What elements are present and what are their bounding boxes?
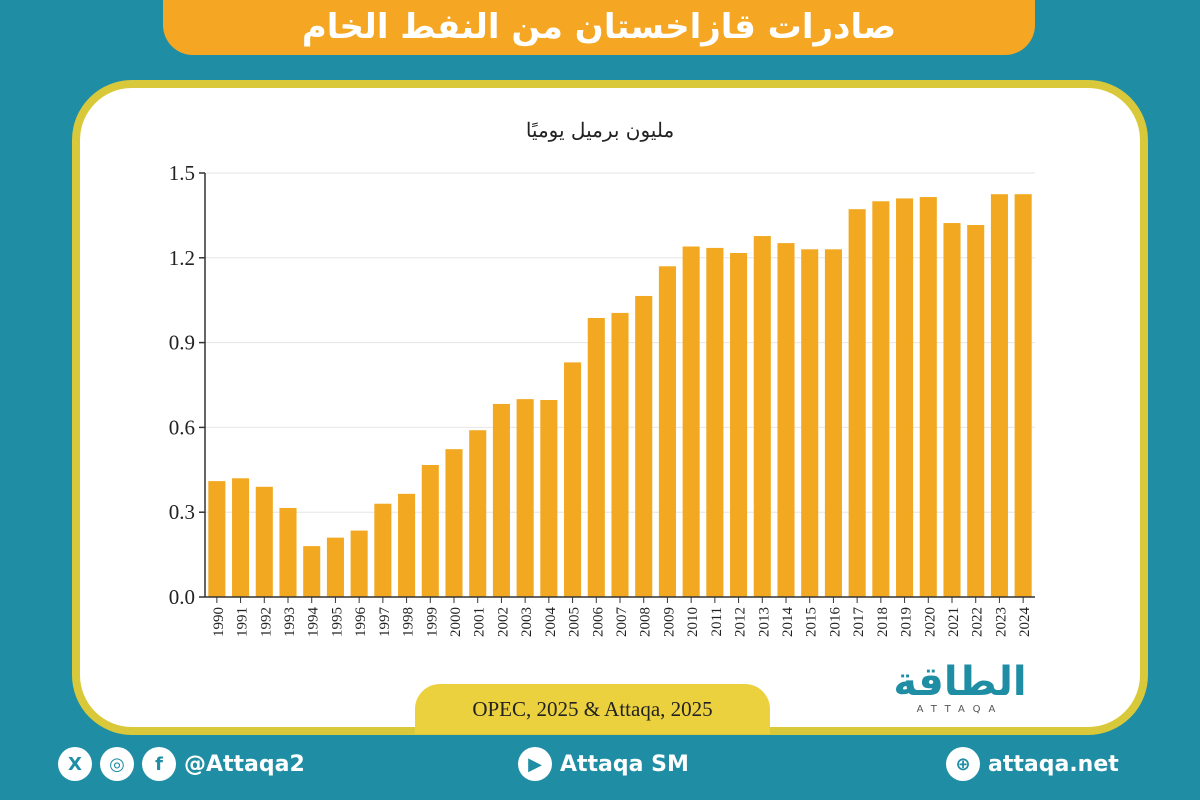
bar-2007 — [611, 312, 629, 597]
x-tick-label: 1995 — [329, 607, 345, 637]
bar-1999 — [421, 464, 439, 597]
x-tick-label: 2003 — [519, 607, 535, 637]
y-tick-label: 0.6 — [169, 415, 195, 439]
attaqa-logo: الطاقة ATTAQA — [870, 660, 1050, 720]
bar-2003 — [516, 399, 534, 597]
y-tick-label: 0.0 — [169, 585, 195, 609]
y-tick-label: 0.9 — [169, 331, 195, 355]
x-tick-label: 1994 — [306, 607, 322, 638]
x-tick-label: 2011 — [709, 607, 725, 636]
youtube-label: Attaqa SM — [560, 751, 689, 777]
bar-1990 — [208, 481, 226, 597]
youtube-icon: ▶ — [518, 747, 552, 781]
bar-1991 — [232, 478, 250, 597]
youtube-link[interactable]: ▶ Attaqa SM — [518, 744, 689, 784]
instagram-icon[interactable]: ◎ — [100, 747, 134, 781]
website-link[interactable]: ⊕ attaqa.net — [946, 744, 1119, 784]
x-tick-label: 2024 — [1017, 607, 1033, 638]
bar-2024 — [1014, 194, 1032, 597]
x-tick-label: 1998 — [401, 607, 417, 637]
x-tick-label: 2013 — [756, 607, 772, 637]
y-tick-label: 1.5 — [169, 161, 195, 185]
bar-2010 — [682, 246, 700, 597]
x-tick-label: 2002 — [495, 607, 511, 637]
bar-1997 — [374, 503, 392, 597]
y-tick-label: 0.3 — [169, 500, 195, 524]
x-tick-label: 1990 — [211, 607, 227, 637]
x-tick-label: 2016 — [827, 607, 843, 638]
x-tick-label: 2015 — [804, 607, 820, 637]
x-tick-label: 1991 — [235, 607, 251, 637]
bar-2015 — [801, 249, 819, 597]
x-tick-label: 2007 — [614, 607, 630, 638]
bar-1992 — [255, 486, 273, 597]
source-label: OPEC, 2025 & Attaqa, 2025 — [415, 684, 770, 734]
bar-2020 — [919, 197, 937, 597]
bar-1993 — [279, 507, 297, 597]
x-tick-label: 2012 — [733, 607, 749, 637]
bar-2002 — [492, 403, 510, 597]
bar-1995 — [326, 537, 344, 597]
x-tick-label: 1992 — [258, 607, 274, 637]
bar-1996 — [350, 530, 368, 597]
bar-2022 — [967, 225, 985, 597]
y-axis-label: مليون برميل يوميًا — [525, 118, 675, 142]
bar-2005 — [564, 362, 582, 597]
bar-2006 — [587, 318, 605, 597]
x-tick-label: 2021 — [946, 607, 962, 637]
facebook-icon[interactable]: f — [142, 747, 176, 781]
bar-2012 — [730, 252, 748, 597]
bar-1994 — [303, 546, 321, 597]
x-tick-label: 2008 — [638, 607, 654, 637]
chart-title: صادرات قازاخستان من النفط الخام — [301, 7, 897, 47]
x-tick-label: 1997 — [377, 607, 393, 638]
bar-2013 — [753, 236, 771, 597]
globe-icon: ⊕ — [946, 747, 980, 781]
x-tick-label: 2000 — [448, 607, 464, 637]
x-tick-label: 2022 — [970, 607, 986, 637]
x-tick-label: 2019 — [899, 607, 915, 637]
x-tick-label: 1999 — [424, 607, 440, 637]
bar-2014 — [777, 243, 795, 598]
x-tick-label: 1996 — [353, 607, 369, 638]
x-tick-label: 2014 — [780, 607, 796, 638]
bar-2018 — [872, 201, 890, 597]
x-tick-label: 2006 — [590, 607, 606, 638]
x-tick-label: 2010 — [685, 607, 701, 637]
x-tick-label: 1993 — [282, 607, 298, 637]
bar-1998 — [398, 493, 416, 597]
bar-2017 — [848, 209, 866, 597]
website-label: attaqa.net — [988, 751, 1119, 777]
x-tick-label: 2001 — [472, 607, 488, 637]
bar-2016 — [824, 249, 842, 597]
title-banner: صادرات قازاخستان من النفط الخام — [163, 0, 1035, 55]
bar-2023 — [990, 194, 1008, 597]
social-links: X ◎ f @Attaqa2 — [58, 744, 305, 784]
bar-2004 — [540, 399, 558, 597]
bar-2011 — [706, 247, 724, 597]
x-tick-label: 2004 — [543, 607, 559, 638]
x-icon[interactable]: X — [58, 747, 92, 781]
x-tick-label: 2023 — [993, 607, 1009, 637]
x-tick-label: 2005 — [567, 607, 583, 637]
x-tick-label: 2009 — [661, 607, 677, 637]
logo-latin: ATTAQA — [916, 704, 1004, 715]
x-tick-label: 2020 — [922, 607, 938, 637]
bar-2001 — [469, 430, 487, 597]
bar-2008 — [635, 295, 653, 597]
logo-arabic: الطاقة — [893, 659, 1027, 705]
x-tick-label: 2018 — [875, 607, 891, 637]
y-tick-label: 1.2 — [169, 246, 195, 270]
x-tick-label: 2017 — [851, 607, 867, 638]
bar-2000 — [445, 449, 463, 597]
social-handle[interactable]: @Attaqa2 — [184, 751, 305, 777]
bar-2009 — [658, 266, 676, 597]
bar-2019 — [896, 198, 914, 597]
bar-2021 — [943, 223, 961, 598]
